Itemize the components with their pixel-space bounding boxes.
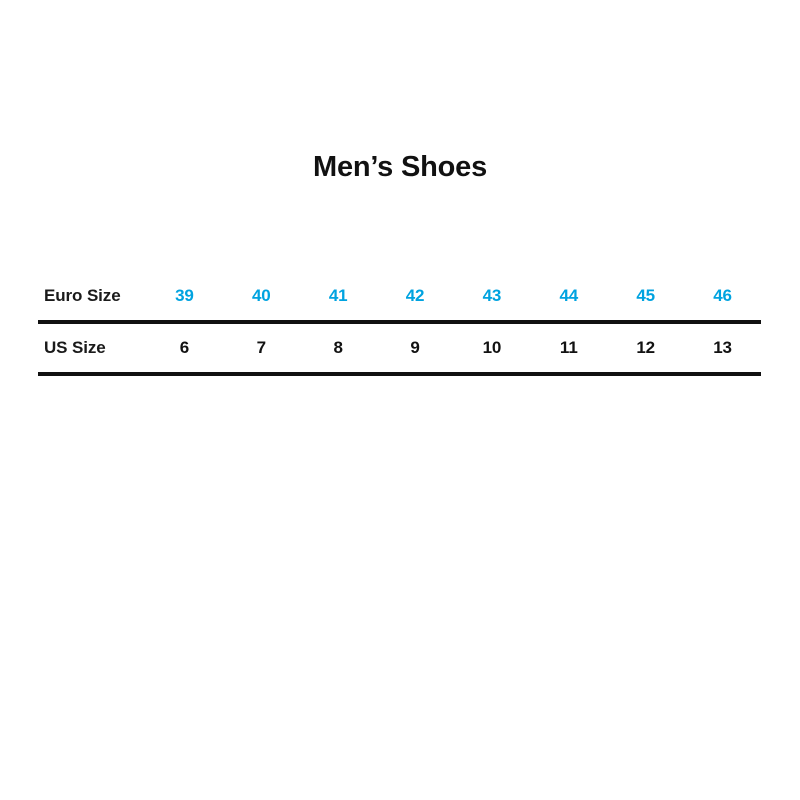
us-size-cell: 9 bbox=[410, 338, 420, 357]
row-header-euro-size: Euro Size bbox=[44, 286, 121, 305]
euro-size-cell: 44 bbox=[559, 286, 579, 305]
size-conversion-table: Euro Size 39 40 41 42 43 44 45 46 US Siz… bbox=[38, 272, 761, 376]
page-title: Men’s Shoes bbox=[313, 151, 487, 183]
euro-size-cell: 39 bbox=[175, 286, 194, 305]
euro-size-cell: 46 bbox=[713, 286, 732, 305]
us-size-cell: 7 bbox=[256, 338, 266, 357]
euro-size-cell: 40 bbox=[251, 286, 271, 305]
us-size-cell: 11 bbox=[559, 338, 578, 357]
us-size-cell: 6 bbox=[179, 338, 190, 357]
euro-size-cell: 42 bbox=[405, 286, 425, 305]
euro-size-cell: 43 bbox=[482, 286, 502, 305]
euro-size-cell: 41 bbox=[328, 286, 348, 305]
us-size-cell: 12 bbox=[636, 338, 656, 357]
us-size-values: 6 7 8 9 10 11 12 13 bbox=[146, 338, 761, 358]
us-size-cell: 8 bbox=[333, 338, 343, 357]
table-row-us-size: US Size 6 7 8 9 10 11 12 13 bbox=[38, 324, 761, 376]
table-row-euro-size: Euro Size 39 40 41 42 43 44 45 46 bbox=[38, 272, 761, 324]
euro-size-cell: 45 bbox=[636, 286, 656, 305]
us-size-cell: 13 bbox=[713, 338, 732, 357]
euro-size-values: 39 40 41 42 43 44 45 46 bbox=[146, 286, 761, 306]
us-size-cell: 10 bbox=[482, 338, 502, 357]
row-header-us-size: US Size bbox=[44, 338, 106, 357]
